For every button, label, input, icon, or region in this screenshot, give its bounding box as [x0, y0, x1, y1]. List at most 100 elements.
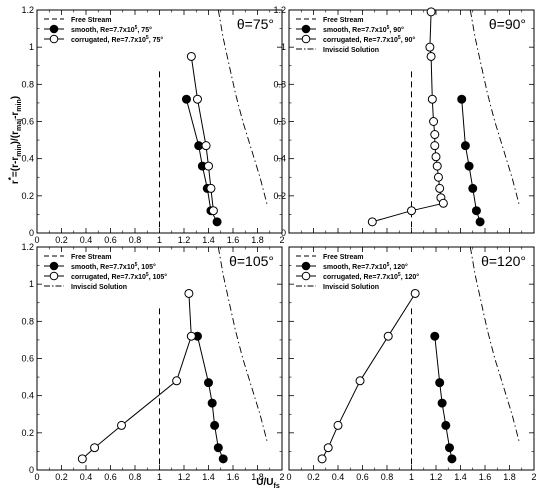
x-tick-label: 1	[157, 235, 162, 245]
smooth-point	[471, 206, 481, 216]
corrugated-point	[90, 443, 100, 453]
smooth-point	[430, 331, 440, 341]
x-axis-label: U/Ufs	[256, 477, 280, 490]
legend-smooth-exponent: 5	[135, 25, 138, 31]
legend-corrugated-angle: , 120°	[401, 273, 420, 281]
inviscid-solution-line	[217, 246, 268, 443]
corrugated-point	[438, 198, 448, 208]
legend-inviscid-label: Inviscid Solution	[323, 284, 379, 291]
smooth-point	[475, 217, 485, 227]
corrugated-point	[383, 331, 393, 341]
legend-smooth-text: smooth, Re=7.7x10	[71, 27, 135, 34]
legend-smooth-label: smooth, Re=7.7x105, 120°	[323, 262, 408, 271]
smooth-line	[434, 336, 453, 460]
x-tick-label: 1.6	[227, 472, 240, 482]
x-tick-label: 0	[286, 472, 291, 482]
y-tick-label: 1.2	[273, 5, 286, 15]
smooth-point	[435, 378, 445, 388]
legend-smooth-angle: , 75°	[137, 26, 152, 34]
x-tick-label: 0	[34, 472, 39, 482]
corrugated-point	[206, 183, 216, 193]
corrugated-point	[333, 420, 343, 430]
legend-corrugated-text: corrugated, Re=7.7x10	[323, 274, 398, 281]
y-tick-label: 1	[29, 279, 34, 289]
smooth-point	[468, 183, 478, 193]
legend-smooth-text: smooth, Re=7.7x10	[323, 264, 387, 271]
y-tick-label: 0.6	[273, 117, 286, 127]
y-tick-label: 0.4	[21, 154, 34, 164]
corrugated-point	[355, 376, 365, 386]
corrugated-point	[201, 141, 211, 151]
legend-smooth-angle: , 105°	[137, 263, 156, 271]
smooth-point	[444, 443, 454, 453]
x-tick-label: 1.8	[251, 472, 264, 482]
panel-title: θ=75°	[237, 16, 274, 32]
x-tick-label: 0	[34, 235, 39, 245]
panel-4: 0 0.2 0.4 0.6 0.8 1 1.2 1.4 1.6 1.8 2 θ=120° Free St…	[286, 246, 537, 482]
corrugated-point	[429, 117, 439, 126]
legend-free-stream-label: Free Stream	[71, 254, 111, 261]
legend-smooth-text: smooth, Re=7.7x10	[71, 264, 135, 271]
corrugated-point	[426, 51, 436, 61]
corrugated-point	[427, 94, 437, 104]
corrugated-point	[186, 331, 196, 341]
x-tick-label: 1.4	[202, 235, 215, 245]
y-tick-label: 0.4	[21, 391, 34, 401]
y-tick-label: 0.4	[273, 154, 286, 164]
legend-corrugated-marker	[49, 271, 59, 281]
x-tick-label: 1.4	[202, 472, 215, 482]
x-tick-label: 0.4	[332, 472, 345, 482]
x-tick-label: 1.4	[454, 472, 467, 482]
smooth-point	[447, 454, 457, 464]
panel-title: θ=105°	[229, 253, 274, 269]
corrugated-line	[81, 293, 192, 460]
legend-free-stream-label: Free Stream	[71, 17, 111, 24]
legend-inviscid-label: Inviscid Solution	[71, 284, 127, 291]
legend-smooth-text: smooth, Re=7.7x10	[323, 27, 387, 34]
legend-corrugated-angle: , 90°	[401, 36, 416, 44]
legend-free-stream-label: Free Stream	[323, 17, 363, 24]
x-tick-label: 1	[157, 472, 162, 482]
y-tick-label: 0	[29, 228, 34, 238]
panel-3: 0 0.2 0.4 0.6 0.8 1 1.2 1.4 1.6 1.8 2 0 0.2 0.4 0.6 0.8…	[21, 242, 284, 482]
corrugated-point	[430, 141, 440, 151]
x-tick-label: 1.2	[430, 472, 443, 482]
x-tick-label: 0.6	[104, 472, 117, 482]
inviscid-solution-line	[217, 9, 268, 206]
smooth-point	[210, 420, 220, 430]
legend-corrugated-marker	[301, 34, 311, 44]
y-tick-label: 1	[281, 42, 286, 52]
inviscid-solution-line	[469, 9, 520, 206]
x-tick-label: 0.8	[381, 472, 394, 482]
x-tick-label: 0.6	[104, 235, 117, 245]
corrugated-point	[367, 217, 377, 227]
legend-corrugated-angle: , 75°	[149, 36, 164, 44]
smooth-line	[461, 99, 481, 222]
x-tick-label: 0.4	[80, 472, 93, 482]
x-tick-label: 1.2	[178, 472, 191, 482]
corrugated-point	[431, 152, 441, 162]
x-tick-label: 0.2	[55, 472, 68, 482]
y-axis-label: r*=(r-rmin)/(rmaj-rmin)	[7, 96, 23, 184]
corrugated-point	[77, 454, 87, 464]
x-tick-label: 0.2	[55, 235, 68, 245]
smooth-point	[441, 420, 451, 430]
corrugated-point	[117, 420, 127, 430]
corrugated-point	[425, 42, 435, 52]
legend-corrugated-label: corrugated, Re=7.7x105, 120°	[323, 272, 419, 281]
y-tick-label: 0.2	[273, 191, 286, 201]
corrugated-point	[208, 206, 218, 216]
corrugated-point	[192, 94, 202, 104]
x-tick-label: 0.6	[356, 472, 369, 482]
x-tick-label: 2	[279, 235, 284, 245]
smooth-point	[204, 378, 213, 388]
corrugated-point	[435, 183, 445, 193]
legend-corrugated-label: corrugated, Re=7.7x105, 90°	[323, 35, 415, 44]
x-tick-label: 1.6	[479, 472, 492, 482]
legend-corrugated-exponent: 5	[398, 35, 401, 41]
smooth-line	[197, 336, 224, 460]
legend-inviscid-label: Inviscid Solution	[323, 47, 379, 54]
legend-free-stream-label: Free Stream	[323, 254, 363, 261]
legend-smooth-marker	[49, 261, 59, 271]
legend-corrugated-angle: , 105°	[149, 273, 168, 281]
